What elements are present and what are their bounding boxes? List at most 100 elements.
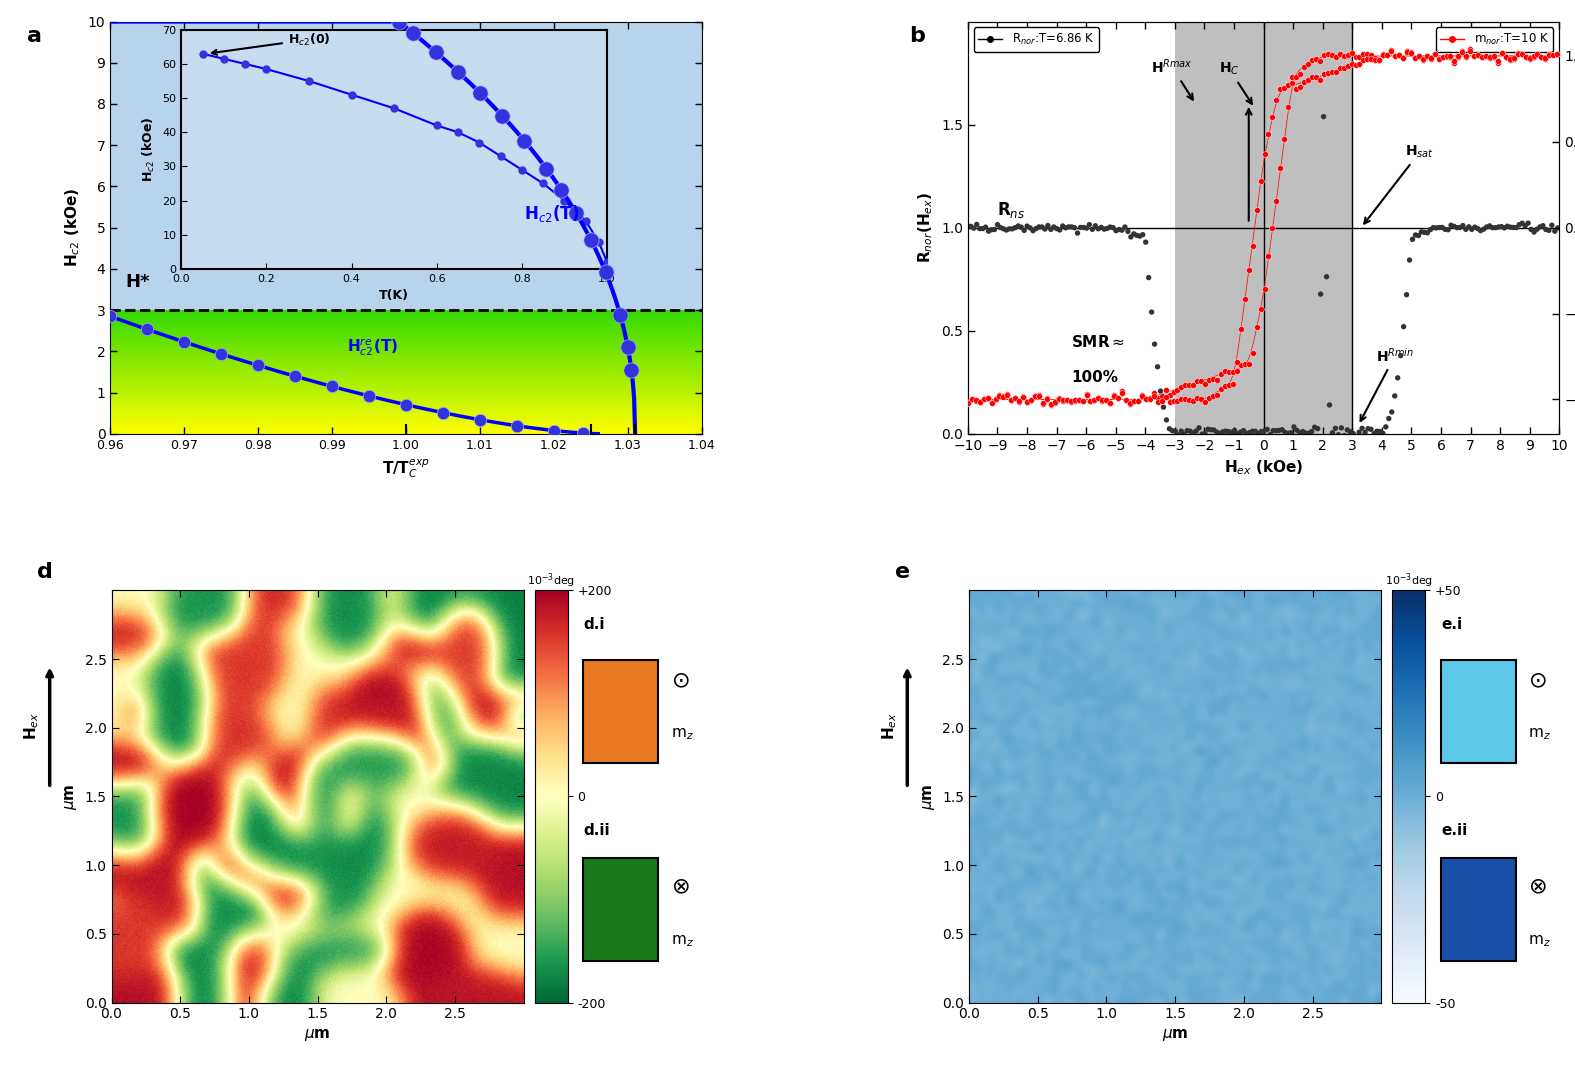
Point: [1014, 393, 1040, 411]
Point: [1507, 216, 1532, 233]
Point: [1101, 219, 1126, 236]
Point: [1521, 47, 1547, 65]
Point: [1397, 251, 1422, 268]
Point: [1150, 388, 1175, 405]
Point: [1172, 426, 1197, 443]
Point: [1051, 218, 1076, 235]
Point: [490, 107, 515, 124]
Point: [1532, 50, 1558, 67]
Point: [1044, 220, 1069, 237]
Point: [1178, 423, 1203, 440]
Point: [1367, 52, 1392, 69]
Point: [1082, 217, 1107, 234]
Point: [1085, 389, 1110, 406]
Point: [1066, 391, 1091, 409]
Point: [1361, 425, 1386, 442]
Point: [1454, 221, 1479, 238]
Point: [1509, 45, 1534, 63]
Point: [400, 25, 425, 42]
Point: [954, 395, 980, 412]
Point: [1027, 387, 1052, 404]
Point: [964, 216, 989, 233]
Point: [1506, 45, 1531, 63]
Point: [592, 263, 617, 280]
Point: [1098, 219, 1123, 236]
Point: [964, 392, 989, 410]
Point: [1290, 423, 1315, 440]
Point: [988, 387, 1013, 404]
Point: [999, 391, 1024, 409]
Point: [1362, 51, 1388, 68]
Point: [980, 221, 1005, 238]
Point: [1446, 47, 1471, 65]
Point: [1435, 221, 1460, 238]
Point: [1474, 47, 1499, 65]
Point: [1462, 219, 1487, 236]
Point: [1377, 410, 1402, 427]
Point: [1192, 425, 1217, 442]
Point: [1062, 392, 1087, 410]
Point: [1422, 45, 1447, 63]
Point: [967, 220, 992, 237]
Point: [1112, 219, 1137, 236]
Point: [1307, 53, 1332, 70]
Point: [954, 395, 980, 412]
Point: [1328, 59, 1353, 77]
Point: [1030, 219, 1055, 236]
Point: [1394, 42, 1419, 59]
Point: [1383, 47, 1408, 65]
Point: [1161, 392, 1186, 410]
Point: [1504, 219, 1529, 236]
Point: [1224, 362, 1249, 379]
Point: [1257, 426, 1282, 443]
Point: [1386, 46, 1411, 64]
Point: [994, 221, 1019, 238]
Point: [1090, 392, 1115, 410]
Point: [1077, 392, 1102, 410]
Text: H*: H*: [124, 274, 150, 291]
Point: [1055, 218, 1080, 235]
Point: [1410, 51, 1435, 68]
Point: [1125, 392, 1150, 410]
Point: [1243, 423, 1268, 440]
Point: [1035, 390, 1060, 407]
Point: [1540, 46, 1566, 64]
Point: [1244, 202, 1269, 219]
Point: [394, 396, 419, 413]
Point: [1145, 392, 1170, 410]
Point: [1208, 365, 1233, 383]
Point: [1517, 51, 1542, 68]
Point: [1312, 66, 1337, 83]
Point: [1104, 222, 1129, 239]
Point: [1384, 370, 1410, 387]
Point: [1367, 423, 1392, 440]
Point: [1293, 425, 1318, 442]
Point: [976, 222, 1002, 239]
Point: [1410, 52, 1435, 69]
Point: [1236, 261, 1262, 278]
Point: [1173, 390, 1199, 407]
Point: [1216, 423, 1241, 440]
Point: [1406, 226, 1432, 244]
Point: [1263, 92, 1288, 109]
Point: [1545, 219, 1570, 236]
Point: [1137, 390, 1162, 407]
X-axis label: H$_{ex}$ (kOe): H$_{ex}$ (kOe): [1224, 458, 1304, 476]
Text: MD: MD: [1465, 902, 1492, 917]
Point: [1418, 50, 1443, 67]
Point: [1271, 79, 1296, 96]
Text: H$^{Rmin}$: H$^{Rmin}$: [1361, 347, 1414, 421]
Point: [1131, 226, 1156, 244]
Point: [1430, 219, 1455, 236]
Text: MD: MD: [606, 704, 635, 719]
Point: [1169, 378, 1194, 396]
Point: [1006, 393, 1032, 411]
Point: [1202, 421, 1227, 439]
Point: [1509, 45, 1534, 63]
Point: [1117, 395, 1142, 412]
Point: [1501, 50, 1526, 67]
Point: [1375, 46, 1400, 64]
Point: [1386, 46, 1411, 64]
Point: [1260, 108, 1285, 125]
Point: [964, 391, 989, 409]
